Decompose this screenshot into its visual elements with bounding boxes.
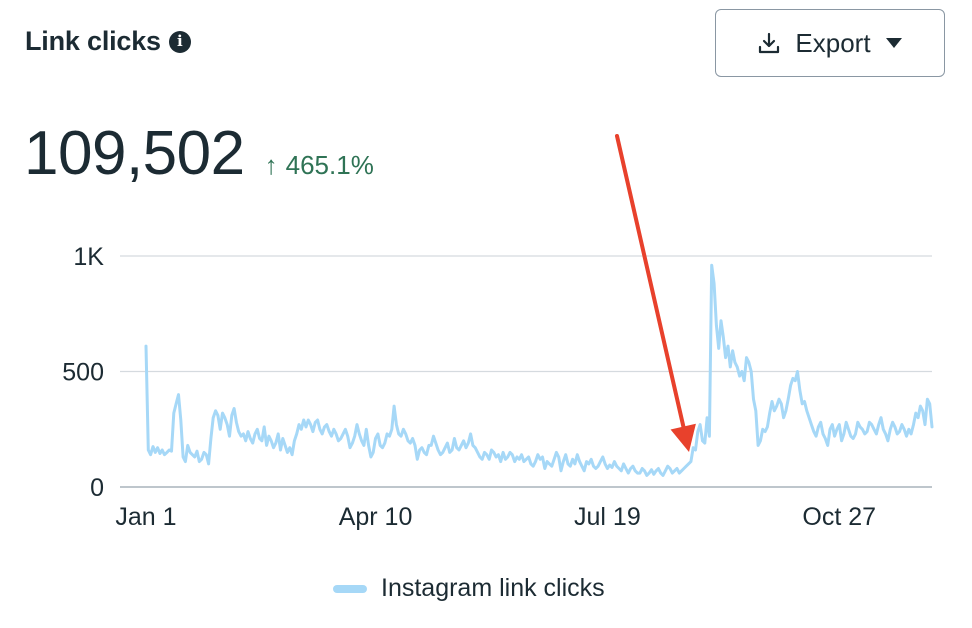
x-tick-label: Oct 27 bbox=[802, 503, 876, 531]
x-tick-label: Jan 1 bbox=[115, 503, 176, 531]
legend-label: Instagram link clicks bbox=[381, 574, 605, 602]
series-line-instagram-link-clicks bbox=[144, 263, 934, 477]
download-icon bbox=[757, 31, 781, 55]
info-icon[interactable]: i bbox=[168, 30, 191, 53]
metric-value: 109,502 bbox=[24, 119, 245, 188]
arrow-up-icon: ↑ bbox=[264, 150, 278, 180]
page-title: Link clicks bbox=[25, 26, 161, 56]
annotation-arrow bbox=[615, 134, 696, 452]
export-label: Export bbox=[795, 27, 871, 58]
chart-header: Link clicks i bbox=[25, 26, 191, 57]
legend-swatch bbox=[333, 584, 367, 593]
legend: Instagram link clicks bbox=[333, 574, 605, 603]
y-tick-label: 500 bbox=[62, 359, 104, 387]
metric-change: ↑ 465.1% bbox=[265, 150, 374, 181]
metric-change-value: 465.1% bbox=[285, 150, 374, 180]
x-tick-label: Jul 19 bbox=[574, 503, 641, 531]
caret-down-icon bbox=[885, 37, 903, 49]
export-button[interactable]: Export bbox=[715, 9, 945, 77]
y-tick-label: 0 bbox=[90, 474, 104, 502]
metric-summary: 109,502 ↑ 465.1% bbox=[24, 118, 374, 189]
y-tick-label: 1K bbox=[73, 243, 104, 271]
x-tick-label: Apr 10 bbox=[339, 503, 413, 531]
